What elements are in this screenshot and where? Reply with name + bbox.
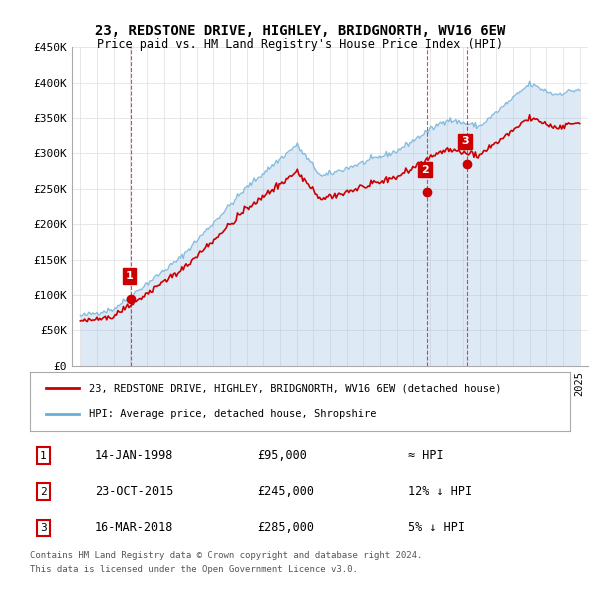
Text: 14-JAN-1998: 14-JAN-1998 — [95, 449, 173, 462]
Text: 3: 3 — [40, 523, 47, 533]
Text: Contains HM Land Registry data © Crown copyright and database right 2024.: Contains HM Land Registry data © Crown c… — [30, 550, 422, 559]
Text: This data is licensed under the Open Government Licence v3.0.: This data is licensed under the Open Gov… — [30, 565, 358, 574]
Text: 2: 2 — [421, 165, 429, 175]
Text: 23-OCT-2015: 23-OCT-2015 — [95, 486, 173, 499]
Text: 1: 1 — [125, 271, 133, 281]
Text: 2: 2 — [40, 487, 47, 497]
Text: 5% ↓ HPI: 5% ↓ HPI — [408, 522, 465, 535]
Text: £95,000: £95,000 — [257, 449, 307, 462]
Text: 12% ↓ HPI: 12% ↓ HPI — [408, 486, 472, 499]
Text: HPI: Average price, detached house, Shropshire: HPI: Average price, detached house, Shro… — [89, 409, 377, 419]
Text: Price paid vs. HM Land Registry's House Price Index (HPI): Price paid vs. HM Land Registry's House … — [97, 38, 503, 51]
Text: £285,000: £285,000 — [257, 522, 314, 535]
Text: 3: 3 — [461, 136, 469, 146]
Text: 23, REDSTONE DRIVE, HIGHLEY, BRIDGNORTH, WV16 6EW: 23, REDSTONE DRIVE, HIGHLEY, BRIDGNORTH,… — [95, 24, 505, 38]
Text: £245,000: £245,000 — [257, 486, 314, 499]
Text: 16-MAR-2018: 16-MAR-2018 — [95, 522, 173, 535]
Text: 23, REDSTONE DRIVE, HIGHLEY, BRIDGNORTH, WV16 6EW (detached house): 23, REDSTONE DRIVE, HIGHLEY, BRIDGNORTH,… — [89, 384, 502, 393]
Text: ≈ HPI: ≈ HPI — [408, 449, 443, 462]
Text: 1: 1 — [40, 451, 47, 461]
